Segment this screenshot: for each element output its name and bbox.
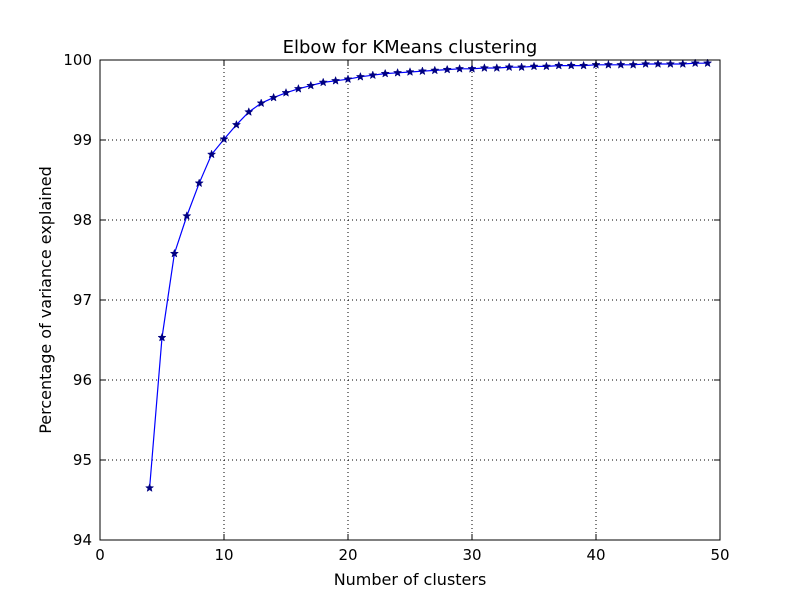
plot-layer [144,58,713,492]
x-tick-label: 50 [710,546,729,564]
data-point-star [281,87,291,97]
data-point-star [653,59,663,68]
x-tick-label: 20 [338,546,357,564]
y-tick-label: 94 [73,531,92,549]
data-point-star [306,80,316,90]
data-point-star [504,62,514,72]
data-point-star [368,70,378,80]
data-point-star [628,59,638,69]
data-point-star [454,63,465,73]
data-point-star [529,61,539,71]
x-tick-label: 0 [95,546,105,564]
y-tick-label: 95 [73,451,92,469]
data-point-star [355,71,366,81]
data-point-star [330,75,341,85]
data-point-star [169,248,180,258]
y-tick-label: 97 [73,291,92,309]
data-point-star [318,77,328,87]
x-axis-label: Number of clusters [334,570,487,589]
data-point-star [219,134,229,144]
data-point-star [392,67,403,77]
data-point-star [516,62,527,72]
data-point-star [157,332,167,342]
y-tick-label: 100 [63,51,92,69]
y-tick-label: 99 [73,131,92,149]
chart-title: Elbow for KMeans clustering [283,37,538,58]
grid-layer [100,60,720,540]
data-point-star [467,63,477,73]
data-point-star [343,74,353,84]
data-point-star [256,98,266,108]
data-point-star [616,59,626,69]
data-point-star [640,59,651,68]
data-point-star [405,67,415,76]
data-point-star [231,119,242,129]
data-point-star [417,66,428,76]
data-point-star [194,178,204,188]
y-tick-label: 98 [73,211,92,229]
x-tick-label: 10 [214,546,233,564]
tick-layer: 0 10 20 30 40 50 94 95 96 97 98 99 100 [63,51,729,564]
data-point-star [566,60,576,70]
data-point-star [206,149,217,159]
data-point-star [541,61,552,71]
data-point-star [430,65,440,75]
y-axis-label: Percentage of variance explained [36,166,55,434]
data-point-star [702,58,713,68]
data-point-star [578,60,589,70]
data-point-star [442,64,452,74]
data-point-star [244,107,254,116]
data-point-star [182,211,192,220]
data-point-star [380,68,390,78]
data-point-star [144,483,155,492]
data-point-star [293,83,304,93]
data-point-star [479,63,490,72]
data-point-star [665,59,676,68]
data-point-star [268,92,279,102]
series-line [149,62,708,489]
data-point-star [492,63,502,72]
data-point-star [554,60,564,70]
x-tick-label: 30 [462,546,481,564]
x-tick-label: 40 [586,546,605,564]
data-point-star [690,58,700,68]
data-point-star [603,59,614,69]
y-tick-label: 96 [73,371,92,389]
data-point-star [678,59,688,68]
